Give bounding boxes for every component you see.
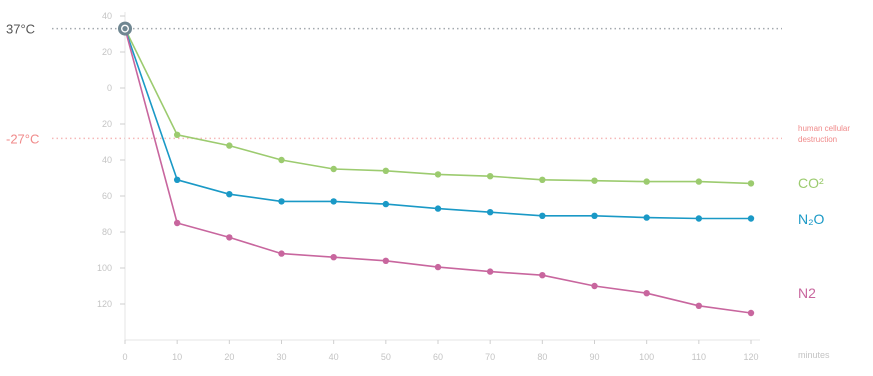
x-tick-label-7: 70 bbox=[485, 352, 495, 362]
y-tick-label-6: 80 bbox=[102, 227, 112, 237]
data-point-1-8 bbox=[539, 212, 546, 219]
x-tick-label-0: 0 bbox=[122, 352, 127, 362]
data-point-1-6 bbox=[434, 205, 442, 212]
x-tick-label-2: 20 bbox=[224, 352, 234, 362]
reference-note-line-1: destruction bbox=[798, 135, 837, 144]
x-tick-label-5: 50 bbox=[381, 352, 391, 362]
y-tick-label-0: 40 bbox=[102, 11, 112, 21]
data-point-0-8 bbox=[539, 176, 546, 183]
y-tick-label-7: 100 bbox=[97, 263, 112, 273]
data-point-2-12 bbox=[747, 309, 755, 317]
series-line-2 bbox=[124, 28, 752, 314]
x-tick-label-12: 120 bbox=[743, 352, 758, 362]
x-tick-label-10: 100 bbox=[639, 352, 654, 362]
data-point-0-3 bbox=[278, 156, 285, 164]
data-point-2-1 bbox=[173, 219, 181, 227]
data-point-0-12 bbox=[747, 180, 755, 187]
data-point-1-3 bbox=[278, 198, 285, 205]
y-tick-label-4: 40 bbox=[102, 155, 112, 165]
reference-label-37: 37°C bbox=[6, 22, 35, 37]
data-point-0-4 bbox=[330, 165, 337, 173]
labels: 37°C -27°C human cellular destruction CO²… bbox=[6, 22, 850, 360]
data-point-2-11 bbox=[695, 302, 703, 309]
y-tick-label-2: 0 bbox=[107, 83, 112, 93]
x-axis-label: minutes bbox=[798, 350, 830, 360]
data-point-2-4 bbox=[330, 254, 337, 261]
x-tick-label-6: 60 bbox=[433, 352, 443, 362]
data-point-2-2 bbox=[226, 234, 233, 241]
data-point-0-1 bbox=[173, 131, 181, 138]
y-tick-label-5: 60 bbox=[102, 191, 112, 201]
series-label-co2: CO² bbox=[798, 175, 824, 191]
reference-label-minus27: -27°C bbox=[6, 131, 39, 146]
data-point-1-12 bbox=[747, 215, 755, 222]
data-point-1-9 bbox=[591, 212, 598, 219]
start-point-inner bbox=[122, 26, 128, 32]
series-line-0 bbox=[124, 28, 752, 185]
reference-note-line-0: human cellular bbox=[798, 124, 850, 133]
reference-lines bbox=[52, 27, 782, 140]
y-tick-label-1: 20 bbox=[102, 47, 112, 57]
x-tick-label-11: 110 bbox=[692, 352, 706, 362]
x-tick-label-3: 30 bbox=[276, 352, 286, 362]
data-point-1-10 bbox=[643, 214, 650, 221]
data-point-1-4 bbox=[330, 198, 337, 205]
data-point-0-7 bbox=[486, 173, 494, 180]
data-point-2-3 bbox=[278, 250, 285, 257]
y-tick-label-8: 120 bbox=[97, 299, 112, 309]
series-label-n2: N2 bbox=[798, 285, 816, 301]
data-point-0-5 bbox=[382, 167, 390, 174]
x-tick-label-4: 40 bbox=[329, 352, 339, 362]
data-point-1-5 bbox=[382, 200, 390, 208]
data-point-0-9 bbox=[591, 177, 598, 184]
axes bbox=[124, 12, 760, 341]
data-point-2-5 bbox=[382, 257, 390, 264]
data-point-1-2 bbox=[226, 191, 233, 198]
data-point-2-10 bbox=[643, 290, 650, 297]
data-point-2-7 bbox=[486, 268, 494, 275]
data-point-1-7 bbox=[486, 209, 494, 216]
series-group bbox=[124, 28, 755, 317]
data-point-0-10 bbox=[643, 178, 650, 185]
data-point-2-9 bbox=[591, 282, 598, 290]
data-point-1-11 bbox=[695, 215, 703, 222]
data-point-2-8 bbox=[539, 272, 546, 279]
x-tick-label-8: 80 bbox=[537, 352, 547, 362]
x-tick-label-9: 90 bbox=[589, 352, 599, 362]
data-point-2-6 bbox=[434, 263, 442, 271]
data-point-0-6 bbox=[434, 171, 442, 178]
y-ticks: 40 20 0 20 40 60 80 100 120 bbox=[97, 11, 125, 309]
series-line-1 bbox=[124, 28, 751, 220]
x-ticks: 0 10 20 30 40 50 60 70 80 90 100 110 120 bbox=[122, 340, 759, 362]
x-tick-label-1: 10 bbox=[172, 352, 182, 362]
data-point-0-11 bbox=[695, 178, 703, 185]
series-label-n2o: N₂O bbox=[798, 211, 825, 227]
reference-note-cell-destruction: human cellular destruction bbox=[798, 124, 850, 144]
start-point bbox=[118, 21, 132, 36]
data-point-0-2 bbox=[226, 142, 233, 149]
data-point-1-1 bbox=[173, 176, 181, 183]
y-tick-label-3: 20 bbox=[102, 119, 112, 129]
